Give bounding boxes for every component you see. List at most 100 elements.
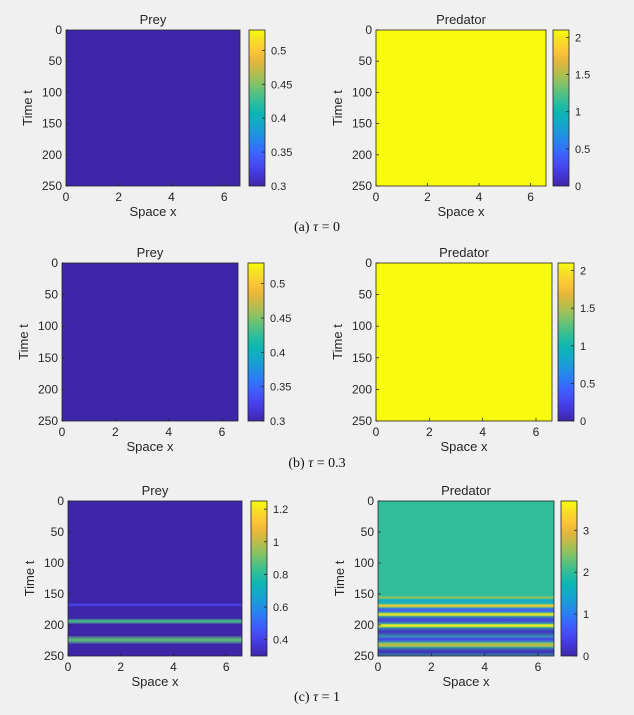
y-tick-label: 250	[38, 414, 58, 428]
colorbar-tick-label: 0	[583, 651, 589, 663]
x-tick-label: 4	[481, 660, 488, 674]
axes-title: Prey	[137, 245, 164, 260]
colorbar-tick-label: 0	[580, 416, 586, 428]
y-tick-label: 250	[44, 649, 64, 663]
heatmap-field	[376, 263, 552, 421]
y-axis-label: Time t	[22, 560, 37, 596]
y-tick-label: 50	[359, 288, 373, 302]
colorbar-tick-label: 1	[273, 537, 279, 549]
caption-a-prefix: (a)	[294, 220, 314, 235]
y-tick-label: 50	[51, 525, 65, 539]
caption-c: (c) τ = 1	[0, 690, 634, 706]
y-tick-label: 200	[354, 618, 374, 632]
y-axis-label: Time t	[330, 90, 345, 126]
colorbar-tick-label: 0.35	[270, 382, 291, 394]
axes-frame	[67, 500, 243, 657]
y-axis-label: Time t	[332, 560, 347, 596]
y-tick-label: 50	[45, 288, 59, 302]
colorbar-tick-label: 3	[583, 525, 589, 537]
colorbar	[552, 29, 570, 187]
axes-title: Predator	[441, 483, 492, 498]
heatmap-band	[378, 607, 554, 613]
axes-title: Prey	[140, 12, 167, 27]
y-tick-label: 0	[365, 256, 372, 270]
heatmap-band	[378, 623, 554, 628]
x-axis-label: Space x	[438, 204, 485, 219]
y-tick-label: 100	[44, 556, 64, 570]
colorbar-tick-label: 0.4	[270, 347, 285, 359]
x-tick-label: 6	[533, 425, 540, 439]
y-tick-label: 150	[42, 117, 62, 131]
colorbar	[250, 500, 268, 657]
y-tick-label: 250	[352, 414, 372, 428]
caption-c-prefix: (c)	[294, 690, 314, 705]
heatmap-band	[68, 636, 242, 644]
x-tick-label: 0	[59, 425, 66, 439]
y-tick-label: 150	[44, 587, 64, 601]
y-axis-label: Time t	[20, 90, 35, 126]
y-axis-label: Time t	[16, 324, 31, 360]
colorbar-tick-label: 0.4	[273, 635, 288, 647]
y-tick-label: 100	[352, 85, 372, 99]
y-tick-label: 250	[354, 649, 374, 663]
y-tick-label: 250	[352, 179, 372, 193]
caption-c-value: = 1	[318, 690, 340, 705]
colorbar-tick-label: 1	[575, 107, 581, 119]
caption-b: (b) τ = 0.3	[0, 456, 634, 472]
colorbar-tick-label: 0.5	[580, 378, 595, 390]
colorbar-tick-label: 1	[583, 609, 589, 621]
y-tick-label: 50	[49, 54, 63, 68]
heatmap-field	[66, 30, 240, 186]
caption-a-symbol: τ	[313, 220, 319, 235]
heatmap-band	[378, 627, 554, 637]
caption-b-prefix: (b)	[288, 456, 309, 471]
caption-c-symbol: τ	[313, 690, 319, 705]
x-tick-label: 0	[65, 660, 72, 674]
y-tick-label: 150	[38, 351, 58, 365]
x-tick-label: 6	[223, 660, 230, 674]
y-tick-label: 100	[38, 319, 58, 333]
caption-a-value: = 0	[318, 220, 340, 235]
y-tick-label: 0	[55, 23, 62, 37]
x-tick-label: 4	[476, 190, 483, 204]
x-axis-label: Space x	[127, 439, 174, 454]
heatmap-field	[376, 30, 546, 186]
heatmap-band	[378, 616, 554, 624]
colorbar-tick-label: 0.45	[271, 79, 292, 91]
colorbar-tick-label: 2	[575, 32, 581, 44]
x-tick-label: 2	[117, 660, 124, 674]
y-tick-label: 50	[359, 54, 373, 68]
caption-a: (a) τ = 0	[0, 220, 634, 236]
heatmap-band	[378, 636, 554, 643]
colorbar-tick-label: 1.2	[273, 504, 288, 516]
colorbar	[248, 29, 266, 187]
x-tick-label: 0	[63, 190, 70, 204]
y-tick-label: 0	[365, 23, 372, 37]
y-tick-label: 200	[44, 618, 64, 632]
heatmap-band	[68, 618, 242, 624]
colorbar-tick-label: 0.3	[271, 181, 286, 193]
colorbar-tick-label: 0.35	[271, 147, 292, 159]
colorbar-tick-label: 2	[580, 266, 586, 278]
x-tick-label: 2	[115, 190, 122, 204]
colorbar-tick-label: 0.5	[271, 45, 286, 57]
y-tick-label: 150	[354, 587, 374, 601]
colorbar-tick-label: 0.6	[273, 602, 288, 614]
y-tick-label: 0	[57, 494, 64, 508]
y-tick-label: 100	[42, 85, 62, 99]
y-tick-label: 150	[352, 117, 372, 131]
x-axis-label: Space x	[443, 674, 490, 689]
axes-frame	[375, 262, 553, 422]
heatmap-band	[378, 595, 554, 599]
heatmap-field	[62, 263, 238, 421]
colorbar	[247, 262, 265, 422]
colorbar-tick-label: 0	[575, 181, 581, 193]
y-tick-label: 200	[352, 382, 372, 396]
y-tick-label: 250	[42, 179, 62, 193]
colorbar-tick-label: 0.45	[270, 313, 291, 325]
colorbar-tick-label: 1.5	[575, 70, 590, 82]
x-tick-label: 4	[168, 190, 175, 204]
x-tick-label: 0	[373, 425, 380, 439]
